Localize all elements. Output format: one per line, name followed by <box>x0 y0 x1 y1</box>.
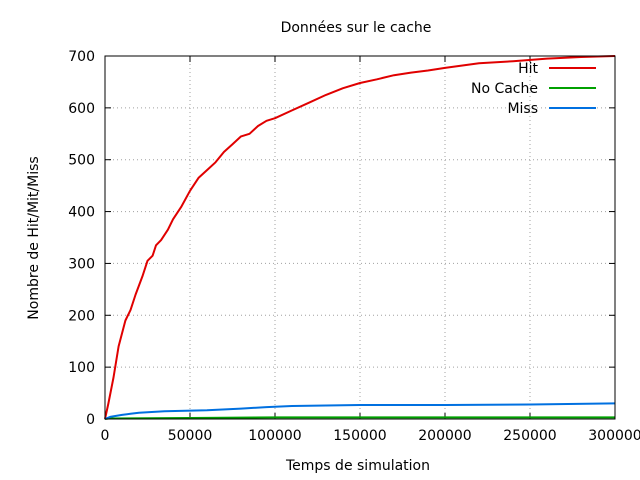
grid <box>105 56 615 419</box>
y-axis-label: Nombre de Hit/Mit/Miss <box>26 156 42 319</box>
axis-ticks: 0 50000 100000 150000 200000 250000 300000 0 100… <box>68 49 640 444</box>
y-tick-label-2: 200 <box>68 308 95 324</box>
y-tick-label-7: 700 <box>68 49 95 65</box>
x-tick-label-4: 200000 <box>418 428 471 444</box>
x-tick-label-5: 250000 <box>503 428 556 444</box>
x-tick-label-6: 300000 <box>588 428 640 444</box>
legend-label-hit: Hit <box>518 61 538 77</box>
series-line-miss <box>104 402 616 420</box>
x-tick-label-1: 50000 <box>168 428 213 444</box>
legend-label-miss: Miss <box>507 101 538 117</box>
x-tick-label-0: 0 <box>101 428 110 444</box>
y-tick-label-3: 300 <box>68 256 95 272</box>
chart-title: Données sur le cache <box>281 20 432 36</box>
legend-label-no-cache: No Cache <box>471 81 538 97</box>
x-axis-label: Temps de simulation <box>285 458 430 474</box>
x-tick-label-3: 150000 <box>333 428 386 444</box>
y-tick-label-6: 600 <box>68 101 95 117</box>
y-tick-label-1: 100 <box>68 360 95 376</box>
x-tick-label-2: 100000 <box>248 428 301 444</box>
y-tick-label-5: 500 <box>68 153 95 169</box>
plot-frame <box>104 55 616 420</box>
legend: Hit No Cache Miss <box>471 61 596 117</box>
y-tick-label-4: 400 <box>68 205 95 221</box>
y-tick-label-0: 0 <box>86 412 95 428</box>
series-line-hit <box>104 55 616 420</box>
